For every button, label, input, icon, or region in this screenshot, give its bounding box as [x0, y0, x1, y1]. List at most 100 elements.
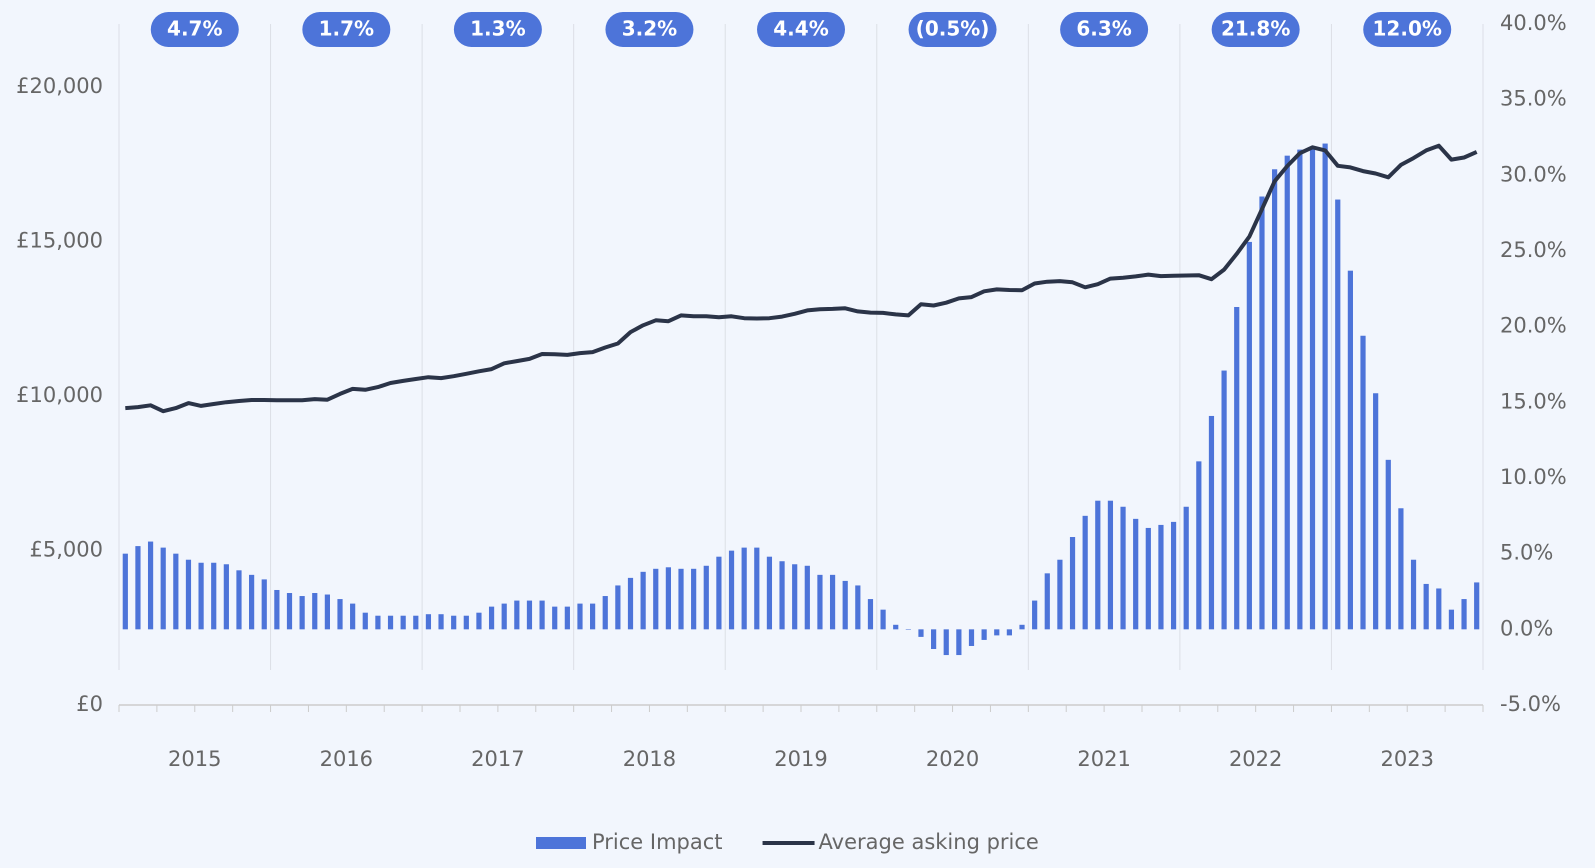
bar: [653, 568, 659, 630]
bar: [286, 593, 293, 630]
bar: [1032, 600, 1038, 630]
bar: [905, 629, 911, 630]
bar: [931, 629, 937, 650]
bar: [438, 614, 444, 630]
bar: [463, 615, 469, 630]
bar: [1284, 155, 1290, 630]
bar: [867, 599, 874, 630]
bar: [678, 568, 684, 630]
bar: [552, 606, 558, 630]
bar: [956, 629, 962, 656]
bar: [362, 612, 368, 630]
bar: [590, 603, 596, 630]
y2-tick-label: 30.0%: [1500, 162, 1567, 186]
bar: [387, 615, 394, 630]
bar: [147, 541, 154, 630]
bar: [249, 574, 255, 630]
bar: [1423, 583, 1429, 630]
bar: [488, 606, 495, 630]
annotation-pill: [757, 12, 845, 47]
bar: [1335, 199, 1341, 630]
bar: [1057, 559, 1063, 630]
x-tick-label: 2023: [1380, 747, 1433, 771]
bar: [716, 556, 722, 630]
bar: [400, 615, 406, 630]
bar: [375, 615, 381, 630]
bar: [1297, 149, 1303, 630]
y2-tick-label: 25.0%: [1500, 238, 1567, 262]
x-tick-label: 2019: [774, 747, 827, 771]
bar: [223, 564, 229, 630]
bar: [842, 580, 848, 630]
bar: [1448, 609, 1455, 630]
bar: [1221, 370, 1227, 630]
bar: [1082, 515, 1088, 630]
bar: [1170, 521, 1177, 630]
bar: [135, 546, 141, 630]
bar: [1398, 508, 1404, 630]
bar: [577, 603, 583, 630]
annotation-pill: [908, 12, 997, 47]
bar: [602, 596, 608, 630]
y2-tick-label: 15.0%: [1500, 389, 1567, 413]
bar: [198, 562, 204, 630]
legend-label: Price Impact: [592, 830, 723, 854]
bar: [1120, 506, 1126, 630]
x-tick-label: 2015: [168, 747, 221, 771]
y2-tick-label: -5.0%: [1500, 692, 1561, 716]
x-tick-label: 2020: [926, 747, 979, 771]
bar: [994, 629, 1000, 636]
bar: [1208, 415, 1215, 630]
bar: [766, 556, 773, 630]
bar: [1158, 524, 1164, 630]
legend-swatch: [536, 837, 586, 849]
y2-tick-label: 40.0%: [1500, 11, 1567, 35]
line: [125, 143, 1478, 414]
annotation-pill: [150, 12, 239, 47]
annotation-pill: [1060, 12, 1149, 47]
bar: [425, 614, 432, 630]
bar: [312, 593, 318, 630]
y2-tick-label: 0.0%: [1500, 616, 1553, 640]
annotation-label: 21.8%: [1221, 17, 1290, 41]
bar: [451, 615, 457, 630]
bar: [792, 564, 798, 630]
y2-tick-label: 20.0%: [1500, 314, 1567, 338]
y2-tick-label: 10.0%: [1500, 465, 1567, 489]
bar: [211, 562, 217, 630]
bar: [1259, 196, 1265, 630]
x-tick-label: 2021: [1077, 747, 1130, 771]
bar: [337, 599, 343, 630]
bar: [1272, 169, 1278, 630]
bar: [1069, 537, 1076, 630]
bar: [514, 600, 520, 630]
annotation-label: 1.3%: [470, 17, 525, 41]
bar: [1474, 582, 1480, 630]
bar: [526, 600, 533, 630]
bar: [880, 609, 886, 630]
bar: [274, 589, 280, 630]
bar: [299, 596, 305, 630]
bar: [1436, 588, 1442, 630]
y-tick-label: £15,000: [16, 229, 103, 253]
bar: [1107, 500, 1114, 630]
bar: [817, 574, 823, 630]
y-tick-label: £0: [76, 692, 103, 716]
bar: [324, 594, 330, 630]
bar: [615, 585, 621, 630]
x-tick-label: 2017: [471, 747, 524, 771]
bar: [943, 629, 949, 656]
bar: [855, 585, 861, 630]
y2-tick-label: 35.0%: [1500, 87, 1567, 111]
x-tick-label: 2016: [320, 747, 373, 771]
bar: [160, 547, 166, 630]
bar: [476, 612, 482, 630]
bar: [918, 629, 924, 637]
annotation-pill: [453, 12, 542, 47]
bar: [829, 574, 836, 630]
bar: [627, 577, 634, 630]
bar: [1322, 143, 1328, 630]
bar: [185, 559, 192, 630]
y-tick-label: £10,000: [16, 383, 103, 407]
annotation-label: 4.4%: [773, 17, 828, 41]
